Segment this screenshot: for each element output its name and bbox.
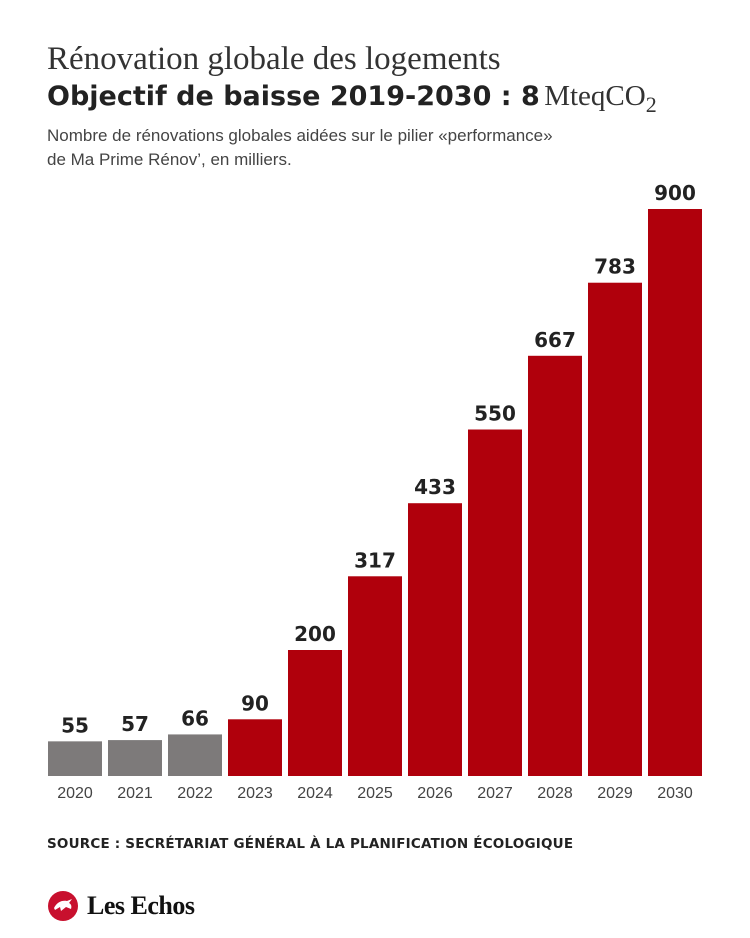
x-tick-2027: 2027 [477,785,513,802]
x-tick-2024: 2024 [297,785,333,802]
value-label-2023: 90 [241,691,269,715]
echos-logo-icon [48,891,78,921]
description-line-1: Nombre de rénovations globales aidées su… [47,126,553,145]
value-label-2026: 433 [414,475,456,499]
value-label-2029: 783 [594,255,636,279]
value-label-2024: 200 [294,622,336,646]
x-tick-2028: 2028 [537,785,573,802]
bar-2029 [588,282,642,776]
bar-2021 [108,740,162,776]
bar-2025 [348,576,402,776]
x-tick-2030: 2030 [657,785,693,802]
subtitle-unit-text: MteqCO [544,80,646,112]
x-tick-2023: 2023 [237,785,273,802]
source-note: SOURCE : SECRÉTARIAT GÉNÉRAL À LA PLANIF… [47,836,574,852]
bar-2027 [468,429,522,776]
description-line-2: de Ma Prime Rénov’, en milliers. [47,150,292,169]
bar-2030 [648,209,702,776]
value-label-2028: 667 [534,328,576,352]
bar-2020 [48,741,102,776]
value-label-2027: 550 [474,402,516,426]
chart-description: Nombre de rénovations globales aidées su… [47,124,667,172]
bar-2028 [528,355,582,776]
value-label-2022: 66 [181,706,209,730]
x-tick-2020: 2020 [57,785,93,802]
chart-subtitle: Objectif de baisse 2019-2030 : 8 MteqCO2 [47,80,657,118]
x-tick-2021: 2021 [117,785,153,802]
x-tick-2022: 2022 [177,785,213,802]
chart-title: Rénovation globale des logements [47,41,501,77]
x-tick-2026: 2026 [417,785,453,802]
brand-name: Les Echos [87,891,195,920]
x-tick-2029: 2029 [597,785,633,802]
brand-logo: Les Echos [47,890,195,922]
subtitle-unit-subscript: 2 [645,91,657,117]
bar-chart: 55 2020 57 2021 66 2022 90 2023 200 2024 317 2025 43… [48,181,702,802]
value-label-2030: 900 [654,181,696,205]
value-label-2020: 55 [61,713,89,737]
bar-2024 [288,650,342,776]
bar-2026 [408,503,462,776]
subtitle-objective: Objectif de baisse 2019-2030 : 8 [47,81,540,112]
logo-bird-shape [54,899,72,911]
value-label-2021: 57 [121,712,149,736]
bar-2023 [228,719,282,776]
bar-2022 [168,734,222,776]
x-tick-2025: 2025 [357,785,393,802]
value-label-2025: 317 [354,548,396,572]
subtitle-unit: MteqCO2 [544,80,657,117]
